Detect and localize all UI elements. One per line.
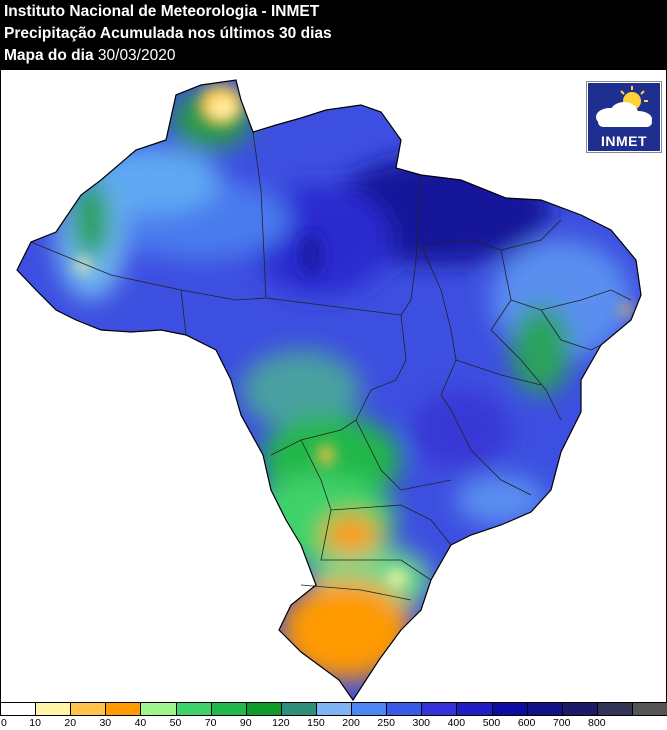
legend-swatch bbox=[631, 703, 667, 715]
map-subtitle: Precipitação Acumulada nos últimos 30 di… bbox=[4, 25, 332, 42]
legend-swatch bbox=[351, 703, 387, 715]
legend-swatch bbox=[70, 703, 106, 715]
legend-tick-label: 600 bbox=[517, 717, 536, 729]
legend-swatch bbox=[561, 703, 597, 715]
precipitation-map bbox=[0, 70, 667, 702]
logo-text: INMET bbox=[600, 133, 648, 149]
legend-tick-label: 250 bbox=[377, 717, 395, 729]
legend-tick-label: 200 bbox=[342, 717, 360, 729]
precipitation-field bbox=[17, 80, 641, 700]
date-value: 30/03/2020 bbox=[97, 47, 176, 64]
legend-tick-label: 90 bbox=[239, 717, 252, 729]
brazil-precipitation-map bbox=[16, 79, 642, 702]
map-header: Instituto Nacional de Meteorologia - INM… bbox=[0, 0, 667, 70]
map-date: Mapa do dia 30/03/2020 bbox=[4, 47, 175, 65]
legend-swatch bbox=[245, 703, 281, 715]
legend-swatch bbox=[280, 703, 316, 715]
legend-swatch bbox=[210, 703, 246, 715]
legend-swatch bbox=[0, 703, 36, 715]
legend-tick-labels: 0 10 20 30 40 50 70 90 120 150 200 250 300 400 500 600 7… bbox=[0, 716, 667, 730]
legend-tick-label: 800 bbox=[588, 717, 606, 729]
legend-swatch bbox=[491, 703, 527, 715]
legend-swatch bbox=[140, 703, 176, 715]
legend-tick-label: 10 bbox=[29, 717, 41, 729]
date-label: Mapa do dia bbox=[4, 47, 94, 64]
legend-tick-label: 30 bbox=[99, 717, 112, 729]
precipitation-legend: 0 10 20 30 40 50 70 90 120 150 200 250 300 400 500 600 7… bbox=[0, 702, 667, 730]
legend-tick-label: 70 bbox=[204, 717, 217, 729]
legend-swatch bbox=[421, 703, 457, 715]
legend-tick-label: 50 bbox=[169, 717, 182, 729]
legend-swatch bbox=[105, 703, 141, 715]
legend-swatch bbox=[386, 703, 422, 715]
legend-swatch bbox=[526, 703, 562, 715]
legend-swatch bbox=[35, 703, 71, 715]
legend-swatch bbox=[175, 703, 211, 715]
legend-color-bar bbox=[0, 702, 667, 716]
legend-tick-label: 400 bbox=[447, 717, 466, 729]
institute-title: Instituto Nacional de Meteorologia - INM… bbox=[4, 3, 320, 20]
legend-tick-label: 20 bbox=[64, 717, 77, 729]
legend-tick-label: 150 bbox=[307, 717, 325, 729]
legend-tick-label: 120 bbox=[272, 717, 290, 729]
legend-tick-label: 300 bbox=[412, 717, 431, 729]
legend-tick-label: 40 bbox=[134, 717, 147, 729]
legend-swatch bbox=[456, 703, 492, 715]
legend-swatch bbox=[315, 703, 352, 715]
legend-tick-label: 0 bbox=[1, 717, 7, 729]
brazil-outline bbox=[16, 79, 642, 702]
legend-swatch bbox=[596, 703, 632, 715]
sun-cloud-icon bbox=[596, 86, 652, 127]
legend-tick-label: 500 bbox=[482, 717, 501, 729]
legend-tick-label: 700 bbox=[552, 717, 571, 729]
inmet-logo: INMET bbox=[586, 81, 662, 153]
state-borders bbox=[30, 131, 632, 601]
